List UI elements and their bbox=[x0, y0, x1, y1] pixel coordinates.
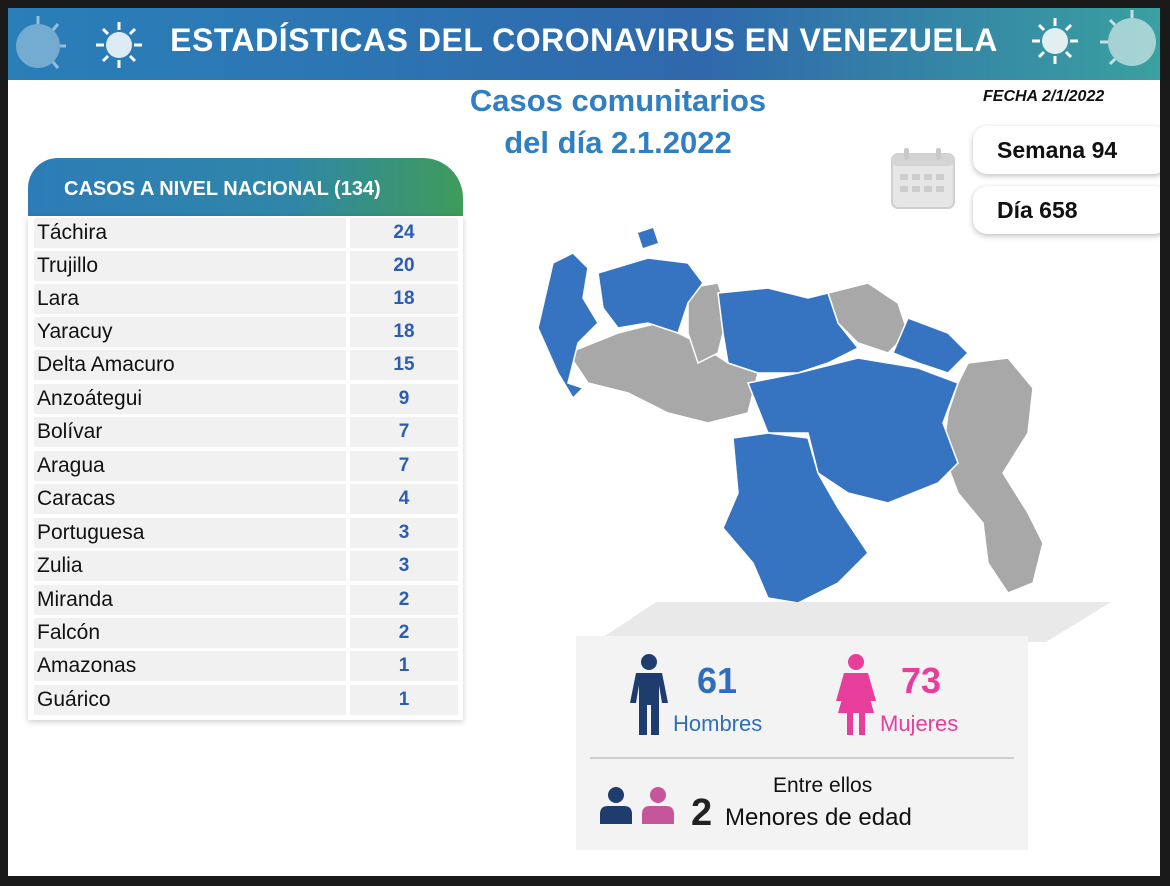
woman-icon bbox=[836, 654, 876, 735]
table-row: Guárico 1 bbox=[34, 685, 458, 715]
table-row: Lara 18 bbox=[34, 284, 458, 314]
state-cases: 3 bbox=[350, 551, 458, 581]
headline: Casos comunitarios del día 2.1.2022 bbox=[428, 80, 808, 164]
virus-icon bbox=[16, 16, 66, 69]
map-region-blue bbox=[892, 317, 970, 374]
venezuela-map bbox=[537, 228, 1044, 603]
state-cases: 1 bbox=[350, 685, 458, 715]
minor-girl-icon bbox=[642, 787, 674, 824]
calendar-icon bbox=[891, 148, 955, 209]
map-region-blue bbox=[537, 252, 599, 400]
state-cases: 2 bbox=[350, 585, 458, 615]
table-row: Anzoátegui 9 bbox=[34, 384, 458, 414]
report-date: FECHA 2/1/2022 bbox=[983, 88, 1105, 105]
state-cases: 4 bbox=[350, 484, 458, 514]
week-badge: Semana 94 bbox=[973, 126, 1160, 174]
man-icon bbox=[630, 654, 668, 735]
panel-divider bbox=[590, 757, 1014, 759]
table-title: CASOS A NIVEL NACIONAL (134) bbox=[28, 158, 463, 216]
state-name: Miranda bbox=[34, 585, 346, 615]
state-name: Guárico bbox=[34, 685, 346, 715]
map-region-gray bbox=[942, 357, 1044, 594]
state-cases: 7 bbox=[350, 417, 458, 447]
table-row: Táchira 24 bbox=[34, 218, 458, 248]
minors-count: 2 bbox=[691, 792, 713, 834]
state-name: Portuguesa bbox=[34, 518, 346, 548]
state-name: Anzoátegui bbox=[34, 384, 346, 414]
state-name: Aragua bbox=[34, 451, 346, 481]
women-label: Mujeres bbox=[880, 711, 959, 736]
state-name: Zulia bbox=[34, 551, 346, 581]
table-row: Delta Amacuro 15 bbox=[34, 350, 458, 380]
headline-line1: Casos comunitarios bbox=[469, 83, 767, 118]
map-region-blue bbox=[597, 257, 704, 334]
state-cases: 9 bbox=[350, 384, 458, 414]
minors-intro: Entre ellos bbox=[773, 774, 873, 797]
state-name: Trujillo bbox=[34, 251, 346, 281]
infographic: ESTADÍSTICAS DEL CORONAVIRUS EN VENEZUEL… bbox=[8, 8, 1160, 876]
state-name: Lara bbox=[34, 284, 346, 314]
table-row: Miranda 2 bbox=[34, 585, 458, 615]
state-cases: 1 bbox=[350, 651, 458, 681]
state-cases: 18 bbox=[350, 317, 458, 347]
women-count: 73 bbox=[901, 660, 942, 701]
table-row: Zulia 3 bbox=[34, 551, 458, 581]
state-name: Amazonas bbox=[34, 651, 346, 681]
state-cases: 20 bbox=[350, 251, 458, 281]
header-banner: ESTADÍSTICAS DEL CORONAVIRUS EN VENEZUEL… bbox=[8, 8, 1160, 80]
state-name: Caracas bbox=[34, 484, 346, 514]
virus-icon bbox=[96, 22, 142, 68]
headline-line2: del día 2.1.2022 bbox=[504, 125, 732, 160]
state-name: Bolívar bbox=[34, 417, 346, 447]
state-cases: 18 bbox=[350, 284, 458, 314]
table-row: Aragua 7 bbox=[34, 451, 458, 481]
table-row: Trujillo 20 bbox=[34, 251, 458, 281]
map-region-gray bbox=[687, 282, 729, 365]
map-region-blue bbox=[638, 228, 658, 248]
state-name: Yaracuy bbox=[34, 317, 346, 347]
state-name: Delta Amacuro bbox=[34, 350, 346, 380]
map-region-blue bbox=[746, 357, 959, 504]
table-row: Amazonas 1 bbox=[34, 651, 458, 681]
state-cases: 7 bbox=[350, 451, 458, 481]
state-cases: 2 bbox=[350, 618, 458, 648]
minors-label: Menores de edad bbox=[725, 804, 912, 831]
page-title: ESTADÍSTICAS DEL CORONAVIRUS EN VENEZUEL… bbox=[170, 22, 998, 58]
day-badge: Día 658 bbox=[973, 186, 1160, 234]
state-name: Táchira bbox=[34, 218, 346, 248]
state-cases: 24 bbox=[350, 218, 458, 248]
cases-table: Táchira 24 Trujillo 20 Lara 18 Yaracuy 18 De… bbox=[28, 216, 463, 720]
table-row: Portuguesa 3 bbox=[34, 518, 458, 548]
men-label: Hombres bbox=[673, 711, 763, 736]
table-row: Bolívar 7 bbox=[34, 417, 458, 447]
state-cases: 15 bbox=[350, 350, 458, 380]
panel-shadow bbox=[596, 602, 1111, 642]
table-row: Falcón 2 bbox=[34, 618, 458, 648]
minor-boy-icon bbox=[600, 787, 632, 824]
virus-icon bbox=[1032, 18, 1078, 64]
map-region-blue bbox=[717, 287, 860, 374]
virus-icon bbox=[1100, 10, 1156, 66]
table-row: Caracas 4 bbox=[34, 484, 458, 514]
state-name: Falcón bbox=[34, 618, 346, 648]
state-cases: 3 bbox=[350, 518, 458, 548]
men-count: 61 bbox=[697, 660, 738, 701]
table-row: Yaracuy 18 bbox=[34, 317, 458, 347]
map-region-blue bbox=[722, 432, 869, 603]
